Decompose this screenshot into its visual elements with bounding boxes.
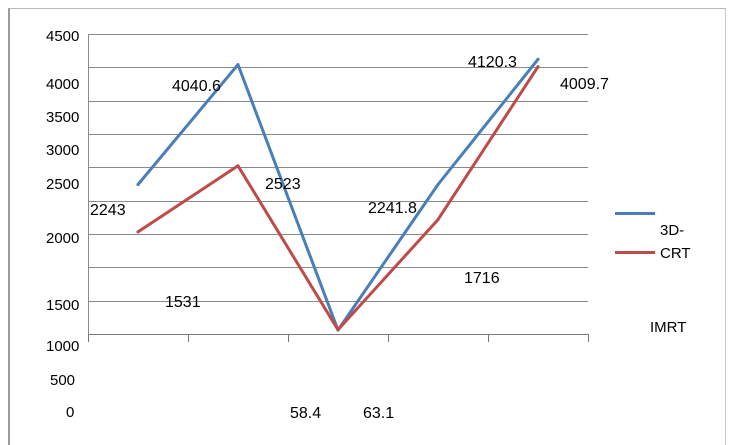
y-tick-label: 500: [50, 372, 75, 389]
data-point-imrt-3: [336, 328, 340, 332]
y-tick-label: 2000: [46, 230, 79, 247]
data-point-3d-crt-5: [536, 57, 540, 61]
data-label-imrt-1: 1531: [165, 294, 201, 311]
y-tick-label: 3000: [46, 142, 79, 159]
data-label-3d-crt-4: 2241.8: [368, 200, 417, 217]
data-label-imrt-5: 4009.7: [560, 76, 609, 93]
y-tick-label: 2500: [46, 176, 79, 193]
series-imrt: [136, 65, 540, 332]
y-tick-label: 4000: [46, 76, 79, 93]
data-label-3d-crt-1: 2243: [90, 202, 126, 219]
data-point-imrt-1: [136, 230, 140, 234]
data-point-3d-crt-2: [236, 63, 240, 67]
chart-frame: [8, 8, 726, 445]
data-labels: 2243 4040.6 58.4 2241.8 4120.3 1531 2523 63.1 17…: [90, 54, 609, 422]
gridlines: [88, 34, 588, 302]
data-point-imrt-4: [436, 218, 440, 222]
data-label-3d-crt-5: 4120.3: [468, 54, 517, 71]
y-tick-label: 4500: [46, 28, 79, 45]
data-label-imrt-4: 1716: [464, 270, 500, 287]
y-tick-label: 1000: [46, 338, 79, 355]
data-label-3d-crt-2: 4040.6: [172, 78, 221, 95]
data-label-imrt-2: 2523: [265, 176, 301, 193]
data-point-3d-crt-1: [136, 183, 140, 186]
data-label-imrt-3: 63.1: [363, 405, 394, 422]
data-point-imrt-5: [536, 65, 540, 69]
data-point-3d-crt-4: [436, 183, 440, 186]
series-line-imrt: [136, 65, 540, 332]
y-tick-label: 3500: [46, 109, 79, 126]
y-tick-label: 1500: [46, 297, 79, 314]
y-axis-tick-labels: 4500 4000 3500 3000 2500 2000 1500 1000 500 0: [46, 28, 79, 421]
data-point-imrt-2: [236, 164, 240, 168]
data-label-3d-crt-3: 58.4: [290, 405, 321, 422]
y-tick-label: 0: [66, 404, 74, 421]
series-line-3d-crt: [136, 57, 540, 332]
